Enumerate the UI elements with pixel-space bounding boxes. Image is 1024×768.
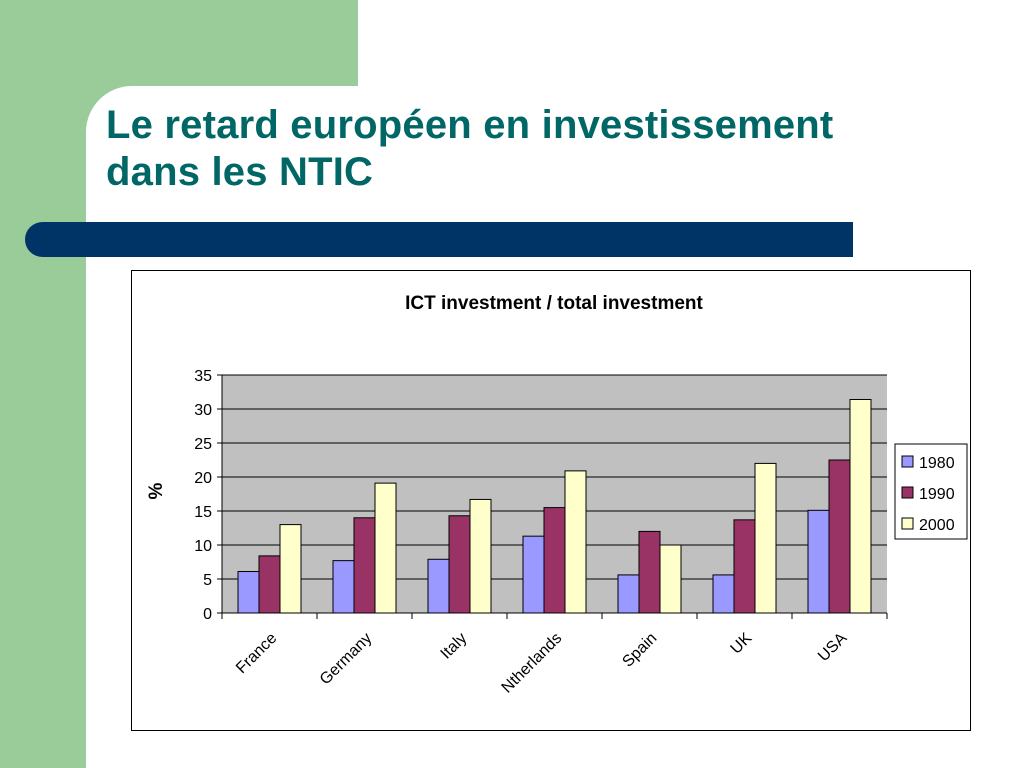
y-tick-label: 25 xyxy=(194,436,212,453)
bar-2000-italy xyxy=(469,498,492,614)
bar-2000-germany xyxy=(374,482,397,614)
bar-1980-france xyxy=(237,571,260,614)
x-category-label: Germany xyxy=(317,630,376,689)
ict-investment-chart: 0 5 10 15 20 25 30 35 France Germany Italy Ntherlan… xyxy=(146,293,968,697)
y-tick-label: 30 xyxy=(194,402,212,419)
y-tick-label: 0 xyxy=(203,606,212,623)
x-category-label: USA xyxy=(815,630,851,666)
bar-2000-usa xyxy=(849,398,872,614)
x-category-label: Spain xyxy=(619,630,660,671)
legend-label-2000: 2000 xyxy=(919,517,955,534)
slide-title: Le retard européen en investissement dan… xyxy=(106,102,986,196)
y-tick-label: 10 xyxy=(194,538,212,555)
y-axis-label: % xyxy=(146,482,167,499)
x-category-label: UK xyxy=(728,630,756,658)
bar-1980-ntherlands xyxy=(522,535,545,614)
legend-swatch-2000 xyxy=(901,517,914,530)
y-tick-label: 5 xyxy=(203,572,212,589)
chart-title: ICT investment / total investment xyxy=(405,293,703,314)
x-category-label: Ntherlands xyxy=(499,630,566,697)
bar-1980-usa xyxy=(807,509,830,614)
y-tick-label: 20 xyxy=(194,470,212,487)
slide-title-line-1: Le retard européen en investissement xyxy=(106,103,834,147)
y-tick-label: 35 xyxy=(194,368,212,385)
x-category-label: Italy xyxy=(438,630,471,663)
bar-1990-spain xyxy=(638,530,661,614)
legend-label-1990: 1990 xyxy=(919,486,955,503)
bar-2000-ntherlands xyxy=(564,470,587,614)
bar-2000-france xyxy=(279,524,302,614)
bar-1980-spain xyxy=(617,574,640,614)
legend-swatch-1980 xyxy=(901,455,914,468)
bar-1980-germany xyxy=(332,560,355,614)
bar-1990-usa xyxy=(828,459,851,614)
title-underline-band xyxy=(25,222,853,257)
bar-1990-uk xyxy=(733,519,756,614)
bar-2000-uk xyxy=(754,462,777,614)
chart-frame: 0 5 10 15 20 25 30 35 France Germany Italy Ntherlan… xyxy=(131,270,971,731)
bar-2000-spain xyxy=(659,544,682,614)
slide-title-line-2: dans les NTIC xyxy=(106,150,374,194)
y-tick-label: 15 xyxy=(194,504,212,521)
legend-label-1980: 1980 xyxy=(919,455,955,472)
x-category-label: France xyxy=(233,630,280,677)
bar-1990-germany xyxy=(353,517,376,614)
bar-1990-france xyxy=(258,555,281,614)
bar-1980-uk xyxy=(712,574,735,614)
bar-1990-italy xyxy=(448,515,471,614)
legend-swatch-1990 xyxy=(901,486,914,499)
bar-1980-italy xyxy=(427,558,450,614)
bar-1990-ntherlands xyxy=(543,507,566,614)
